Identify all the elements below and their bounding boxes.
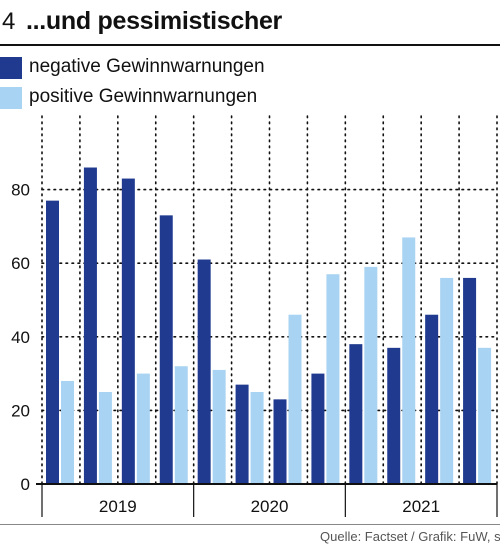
- legend-label-positive: positive Gewinnwarnungen: [29, 86, 258, 107]
- y-tick-label: 20: [11, 401, 30, 420]
- y-tick-label: 60: [11, 254, 30, 273]
- bar-negative: [235, 384, 249, 484]
- bar-negative: [387, 347, 401, 484]
- y-tick-label: 80: [11, 181, 30, 200]
- bar-negative: [273, 399, 287, 484]
- x-year-label: 2019: [99, 497, 137, 516]
- bar-positive: [326, 274, 340, 484]
- chart-header: 4 ...und pessimistischer: [0, 0, 500, 46]
- bar-negative: [83, 167, 97, 484]
- y-tick-label: 0: [21, 475, 30, 494]
- bar-positive: [364, 266, 378, 484]
- legend-swatch-negative: [0, 57, 22, 79]
- bar-negative: [159, 215, 173, 485]
- source-footer: Quelle: Factset / Grafik: FuW, sp: [0, 524, 500, 545]
- legend-swatch-positive: [0, 87, 22, 109]
- chart-number: 4: [2, 8, 16, 35]
- bar-negative: [463, 277, 477, 484]
- bar-positive: [440, 277, 454, 484]
- bar-negative: [349, 344, 363, 484]
- source-text: Quelle: Factset / Grafik: FuW, sp: [320, 529, 500, 544]
- bar-negative: [311, 373, 325, 484]
- y-tick-label: 40: [11, 328, 30, 347]
- legend-label-negative: negative Gewinnwarnungen: [29, 56, 265, 77]
- bar-negative: [46, 200, 59, 484]
- chart-title: ...und pessimistischer: [26, 7, 282, 35]
- bar-negative: [197, 259, 211, 484]
- bar-positive: [212, 369, 226, 484]
- bar-positive: [402, 237, 416, 484]
- bar-positive: [98, 392, 112, 484]
- bar-positive: [61, 380, 74, 484]
- bar-positive: [174, 366, 188, 484]
- bar-positive: [136, 373, 150, 484]
- bar-positive: [478, 347, 492, 484]
- bar-positive: [250, 392, 264, 484]
- bar-negative: [425, 314, 439, 484]
- bar-positive: [288, 314, 302, 484]
- x-year-label: 2021: [402, 497, 440, 516]
- bar-negative: [121, 178, 135, 484]
- x-year-label: 2020: [251, 497, 289, 516]
